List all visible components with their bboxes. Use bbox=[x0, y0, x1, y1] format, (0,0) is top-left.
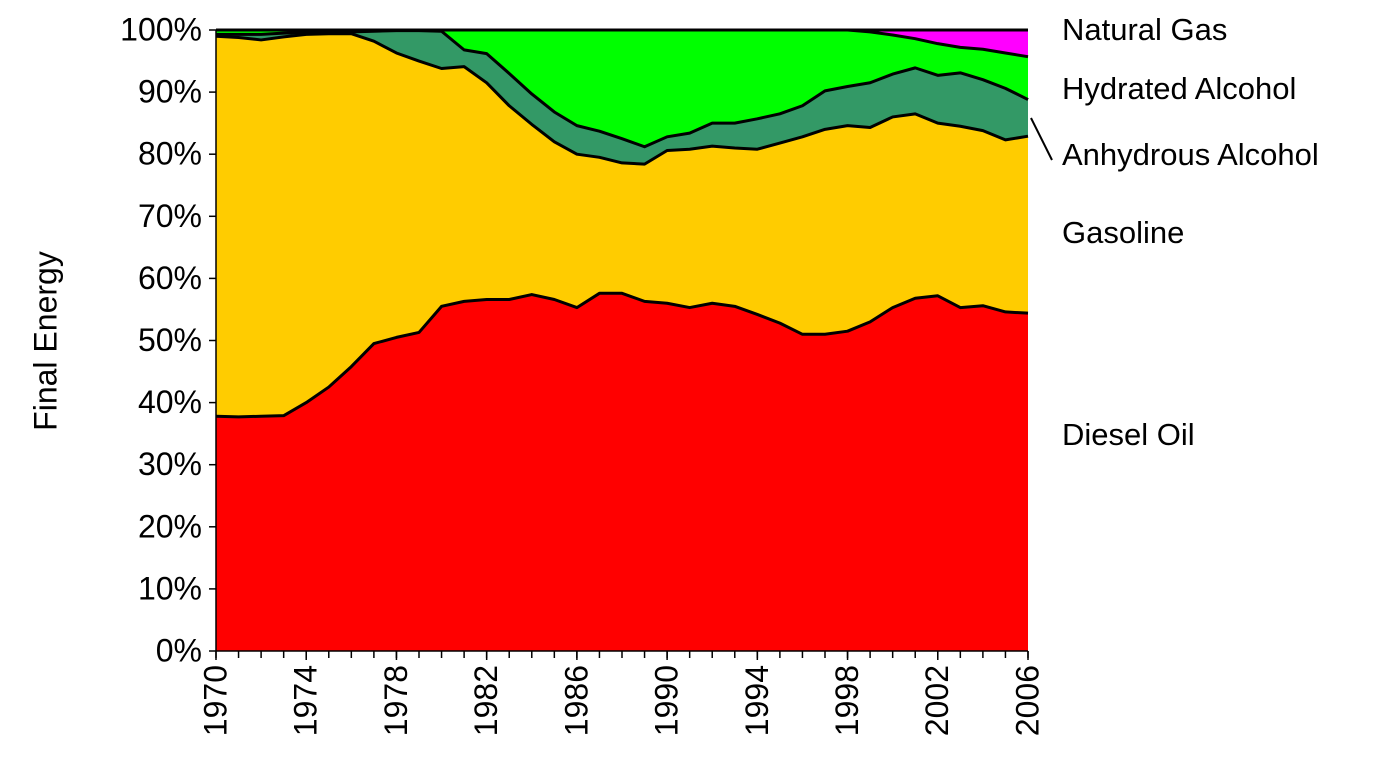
x-tick-label: 1978 bbox=[378, 665, 414, 736]
area-edge bbox=[215, 291, 1029, 419]
area bbox=[216, 293, 1028, 651]
y-tick-label: 30% bbox=[138, 446, 202, 482]
legend-label: Diesel Oil bbox=[1062, 417, 1195, 452]
y-tick-label: 10% bbox=[138, 570, 202, 606]
y-tick-label: 60% bbox=[138, 260, 202, 296]
legend-label: Hydrated Alcohol bbox=[1062, 71, 1296, 106]
x-tick-label: 2002 bbox=[919, 665, 955, 736]
y-tick-label: 90% bbox=[138, 74, 202, 110]
legend-label: Anhydrous Alcohol bbox=[1062, 137, 1319, 172]
area bbox=[216, 30, 1028, 57]
y-tick-label: 0% bbox=[156, 632, 202, 668]
legend-label: Gasoline bbox=[1062, 215, 1184, 250]
y-axis-label: Final Energy bbox=[27, 251, 63, 431]
x-tick-label: 1998 bbox=[829, 665, 865, 736]
x-tick-label: 1974 bbox=[288, 665, 324, 736]
y-tick-label: 50% bbox=[138, 322, 202, 358]
y-tick-label: 70% bbox=[138, 198, 202, 234]
y-tick-label: 80% bbox=[138, 136, 202, 172]
y-tick-label: 40% bbox=[138, 384, 202, 420]
x-tick-label: 2006 bbox=[1009, 665, 1045, 736]
x-tick-label: 1986 bbox=[558, 665, 594, 736]
x-tick-label: 1994 bbox=[739, 665, 775, 736]
y-tick-label: 20% bbox=[138, 508, 202, 544]
area bbox=[216, 30, 1028, 147]
x-tick-label: 1982 bbox=[468, 665, 504, 736]
y-tick-label: 100% bbox=[120, 11, 202, 47]
area-edge bbox=[216, 29, 1029, 149]
area bbox=[216, 30, 1028, 165]
leader-line bbox=[1030, 117, 1053, 161]
area-edge bbox=[215, 32, 1029, 166]
x-tick-label: 1970 bbox=[197, 665, 233, 736]
x-tick-label: 1990 bbox=[649, 665, 685, 736]
legend-label: Natural Gas bbox=[1062, 12, 1227, 47]
